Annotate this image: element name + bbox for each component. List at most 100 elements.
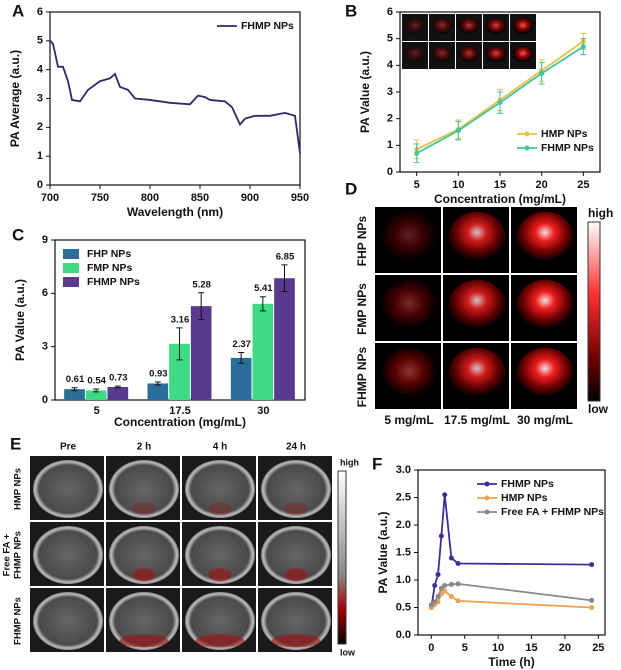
inset-signal [486, 18, 506, 34]
legend-swatch [63, 263, 79, 273]
marker [448, 594, 454, 599]
panel-letter: E [10, 434, 21, 453]
y-tick-label: 5 [37, 35, 43, 47]
x-axis-label: Time (h) [488, 655, 534, 669]
y-tick-label: 6 [42, 287, 48, 299]
x-tick-label: 20 [536, 179, 548, 191]
y-tick-label: 3 [42, 341, 48, 353]
marker [589, 605, 595, 610]
colorbar-high: high [340, 457, 359, 467]
y-tick-label: 3 [387, 86, 393, 98]
column-label: Pre [60, 442, 77, 453]
legend-label: FHMP NPs [87, 276, 140, 288]
marker [448, 581, 454, 587]
legend-swatch [63, 249, 79, 259]
error-bar [114, 385, 121, 389]
legend-marker [484, 481, 490, 487]
axes-frame [49, 11, 301, 186]
inset-signal [459, 18, 479, 34]
legend-marker [484, 495, 490, 501]
panel-letter: B [345, 1, 357, 20]
error-bar [259, 296, 266, 312]
y-tick-label: 0.5 [396, 601, 411, 613]
y-tick-label: 1.0 [396, 574, 411, 586]
y-tick-label: 2.5 [396, 491, 411, 503]
error-bar [154, 381, 161, 386]
us-signal [208, 502, 232, 516]
x-tick-label: 850 [191, 192, 209, 204]
marker [448, 555, 454, 561]
x-tick-label: 5 [414, 179, 420, 191]
marker [435, 572, 441, 577]
x-tick-label: 5 [462, 642, 468, 654]
error-bar [281, 264, 288, 293]
panel-letter: D [345, 179, 357, 198]
pa-signal [516, 279, 574, 332]
legend-marker [484, 509, 490, 515]
us-tissue [109, 591, 179, 651]
pa-signal [448, 279, 506, 332]
x-tick-label: 900 [241, 192, 259, 204]
bar [190, 306, 212, 400]
y-tick-label: 1 [37, 150, 43, 162]
x-tick-label: 750 [91, 192, 109, 204]
legend-label: FHMP NPs [541, 142, 594, 154]
bar [274, 278, 295, 400]
y-tick-label: 1.5 [396, 546, 411, 558]
us-signal [132, 568, 156, 582]
legend-label: FHMP NPs [501, 478, 554, 490]
x-tick-label: 25 [577, 179, 589, 191]
y-tick-label: 6 [37, 6, 43, 18]
us-tissue [185, 591, 255, 651]
x-axis-label: Concentration (mg/mL) [434, 192, 566, 206]
panel-letter: F [372, 454, 382, 473]
y-axis-label: PA Average (a.u.) [8, 50, 22, 147]
y-axis-label: PA Value (a.u.) [13, 279, 27, 361]
inset-signal [486, 46, 506, 62]
marker [428, 602, 434, 608]
colorbar-low: low [340, 647, 356, 657]
marker [442, 492, 448, 498]
pa-signal [448, 347, 506, 400]
x-tick-label: 20 [559, 642, 571, 654]
y-tick-label: 9 [42, 234, 48, 246]
colorbar-low: low [588, 402, 609, 416]
y-tick-label: 2 [387, 113, 393, 125]
x-tick-label: 950 [291, 192, 309, 204]
us-signal [119, 634, 169, 648]
inset-signal [513, 46, 533, 62]
column-label: 24 h [286, 442, 306, 453]
y-tick-label: 3.0 [396, 464, 411, 476]
y-tick-label: 2 [37, 121, 43, 133]
row-label: FHMP NPs [13, 531, 24, 579]
colorbar [337, 470, 347, 645]
bar [107, 387, 129, 400]
x-tick-label: 15 [525, 642, 537, 654]
marker [455, 128, 461, 134]
y-tick-label: 0 [42, 394, 48, 406]
bar [147, 383, 169, 400]
column-label: 2 h [137, 442, 151, 453]
y-axis-label: PA Value (a.u.) [376, 511, 390, 593]
column-label: 5 mg/mL [384, 413, 433, 427]
marker [438, 585, 444, 591]
series-line [430, 582, 592, 606]
error-bar [198, 292, 205, 320]
x-tick-label: 15 [494, 179, 506, 191]
x-tick-label: 5 [94, 405, 100, 417]
marker [539, 70, 545, 76]
x-tick-label: 10 [492, 642, 504, 654]
value-label: 5.41 [254, 283, 273, 294]
y-tick-label: 6 [387, 6, 393, 18]
marker [455, 598, 461, 604]
marker [455, 561, 461, 566]
pa-signal [380, 211, 438, 264]
bar [252, 303, 274, 400]
marker [589, 597, 595, 603]
legend-marker [524, 145, 530, 151]
us-tissue [33, 525, 103, 585]
us-tissue [33, 459, 103, 519]
legend-label: FHMP NPs [241, 20, 294, 32]
bar [230, 357, 252, 400]
